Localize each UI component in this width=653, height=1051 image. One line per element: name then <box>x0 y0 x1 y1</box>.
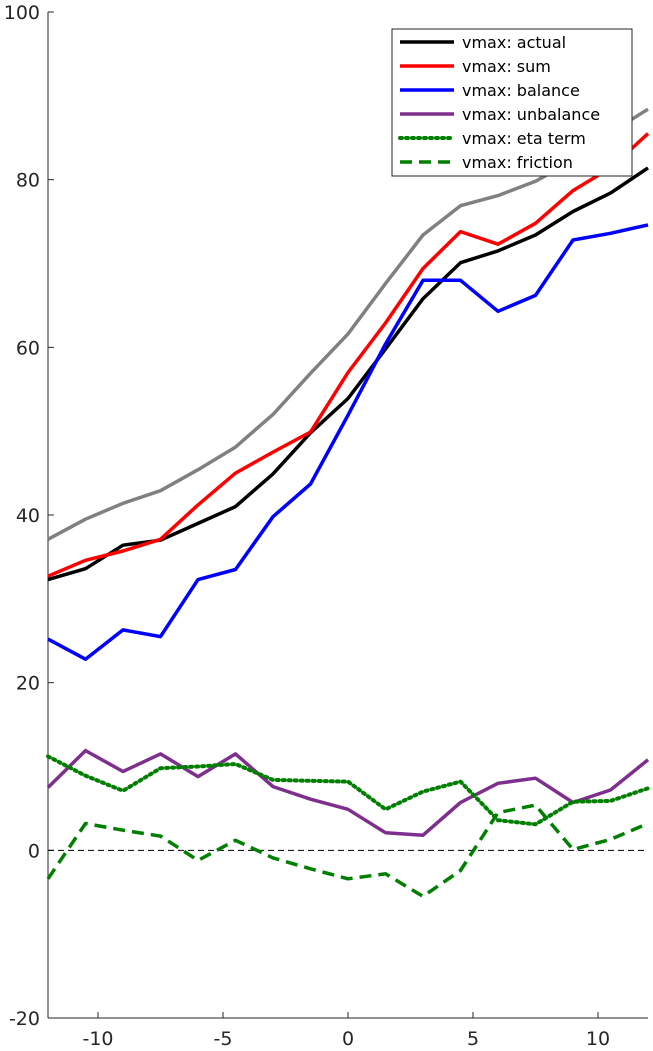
series-line-vmax-unbalance <box>46 748 650 837</box>
x-tick-label: -10 <box>82 1028 113 1050</box>
legend-label-vmax-eta-term: vmax: eta term <box>462 129 586 148</box>
legend-label-vmax-actual: vmax: actual <box>462 33 566 52</box>
tick-labels: -20 0 20 40 60 80 100 -10 -5 0 5 10 <box>4 2 610 1050</box>
x-tick-label: 0 <box>342 1028 354 1050</box>
series-line-vmax-friction <box>46 803 649 899</box>
x-tick-label: 5 <box>467 1028 479 1050</box>
legend-box <box>391 28 633 177</box>
y-tick-label: 60 <box>16 337 40 359</box>
x-tick-label: -5 <box>214 1028 233 1050</box>
y-tick-label: 100 <box>4 2 40 24</box>
y-tick-label: 40 <box>16 505 40 527</box>
y-tick-label: 0 <box>28 840 40 862</box>
x-tick-label: 10 <box>586 1028 610 1050</box>
y-tick-label: 20 <box>16 673 40 695</box>
y-tick-label: -20 <box>9 1008 40 1030</box>
series-line-vmax-balance <box>47 223 649 661</box>
legend-label-vmax-sum: vmax: sum <box>462 57 551 76</box>
series-lines <box>46 107 650 899</box>
series-line-vmax-eta-term <box>46 754 650 827</box>
series-line-vmax-sum <box>47 132 650 578</box>
legend-label-vmax-friction: vmax: friction <box>462 153 573 172</box>
y-tick-label: 80 <box>16 170 40 192</box>
legend-label-vmax-balance: vmax: balance <box>462 81 580 100</box>
legend-label-vmax-unbalance: vmax: unbalance <box>462 105 600 124</box>
legend: vmax: actual vmax: sum vmax: balance vmax: … <box>391 28 633 177</box>
